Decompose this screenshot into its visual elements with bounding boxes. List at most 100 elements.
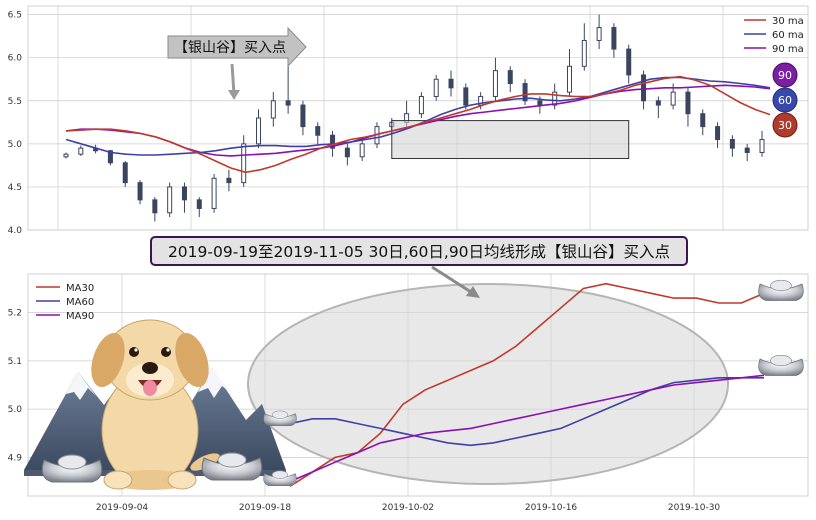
candle-body — [256, 117, 262, 145]
bottom-y-tick-labels: 4.9 5.0 5.1 5.2 — [8, 309, 23, 464]
bottom-x-tick-labels: 2019-09-04 2019-09-18 2019-10-02 2019-10-16… — [96, 503, 721, 513]
badge-30-label: 30 — [778, 119, 792, 132]
top-gridlines — [28, 6, 808, 231]
bottom-y-tick-label: 4.9 — [8, 453, 23, 463]
top-y-tick-label: 5.5 — [8, 97, 22, 107]
candle-body — [344, 147, 350, 158]
callout-pointer-head — [228, 90, 240, 100]
bottom-ma-lines — [289, 282, 765, 487]
badge-30 — [772, 112, 798, 138]
badge-60 — [772, 87, 798, 113]
bottom-x-tick-label: 2019-09-18 — [239, 503, 292, 513]
candle-body — [330, 134, 336, 149]
candle-body — [700, 113, 706, 128]
candle-body — [596, 27, 602, 41]
top-y-tick-label: 4.5 — [8, 183, 22, 193]
candle-body — [433, 78, 439, 97]
candle-body — [566, 65, 572, 93]
candle-body — [537, 100, 543, 106]
dog-illustration — [91, 319, 220, 490]
ingot-ma30-end — [758, 279, 804, 301]
ingot-ma60-start — [263, 410, 297, 426]
candle-body — [611, 27, 617, 50]
candle-body — [759, 139, 765, 153]
bottom-x-tick-label: 2019-10-02 — [382, 503, 434, 513]
candle-body — [418, 95, 424, 115]
candle-body — [152, 199, 158, 214]
highlight-ellipse — [247, 283, 729, 485]
candle-body — [552, 91, 558, 106]
bottom-ma60-line — [289, 377, 764, 447]
legend-label-ma60: MA60 — [66, 297, 94, 308]
candle-body — [641, 74, 647, 102]
candlestick-series — [63, 14, 765, 222]
bottom-y-tick-label: 5.0 — [8, 405, 23, 415]
badge-90 — [772, 62, 798, 88]
candle-body — [63, 153, 69, 158]
candle-body — [359, 143, 365, 158]
callout-label: 【银山谷】买入点 — [174, 40, 286, 56]
candle-body — [107, 150, 113, 164]
top-y-tick-label: 6.5 — [8, 11, 22, 21]
top-legend: 30 ma 60 ma 90 ma — [744, 16, 804, 55]
bottom-x-tick-label: 2019-10-30 — [668, 503, 721, 513]
ma30-line — [65, 75, 771, 174]
candle-body — [122, 162, 128, 184]
bottom-y-tick-label: 5.1 — [8, 357, 22, 367]
candle-body — [181, 186, 187, 201]
candle-body — [270, 100, 276, 119]
candle-body — [744, 147, 750, 153]
candle-body — [196, 199, 202, 209]
legend-label-ma90: MA90 — [66, 311, 94, 322]
candle-body — [285, 100, 291, 106]
callout-arrow-shape — [167, 26, 307, 68]
bottom-x-tick-label: 2019-09-04 — [96, 503, 149, 513]
callout-pointer — [230, 63, 236, 95]
top-y-tick-label: 4.0 — [8, 226, 23, 236]
ingot-bottom-mid — [201, 452, 263, 481]
ingot-ma-end — [758, 354, 804, 376]
top-y-tick-labels: 4.0 4.5 5.0 5.5 6.0 6.5 — [8, 11, 23, 236]
caption-box: 2019-09-19至2019-11-05 30日,60日,90日均线形成【银山… — [150, 236, 688, 266]
bottom-panel: 4.9 5.0 5.1 5.2 2019-09-04 2019-09-18 2019-10… — [8, 265, 809, 513]
legend-label-90: 90 ma — [772, 44, 804, 55]
bottom-ma30-line — [289, 282, 765, 487]
top-plot-frame — [27, 5, 809, 231]
candle-body — [226, 177, 232, 184]
candle-body — [137, 182, 143, 201]
bottom-y-tick-label: 5.2 — [8, 309, 22, 319]
candle-body — [685, 91, 691, 115]
candle-body — [670, 91, 676, 106]
caption-pointer — [431, 265, 480, 298]
silver-ingot-icon — [41, 279, 804, 486]
candle-body — [729, 139, 735, 149]
badge-90-label: 90 — [778, 69, 792, 82]
candle-body — [715, 126, 721, 141]
moving-average-lines — [65, 75, 771, 174]
zoom-box — [391, 120, 630, 159]
buy-point-callout: 【银山谷】买入点 — [167, 26, 307, 100]
candle-body — [315, 126, 321, 136]
legend-label-60: 60 ma — [772, 30, 804, 41]
candle-body — [167, 186, 173, 214]
candle-body — [448, 78, 454, 89]
badge-60-label: 60 — [778, 94, 792, 107]
candle-body — [626, 48, 632, 76]
end-badges: 90 60 30 — [772, 62, 798, 138]
candle-body — [507, 70, 513, 85]
bottom-x-tick-label: 2019-10-16 — [525, 503, 578, 513]
candle-body — [581, 39, 587, 67]
ingot-ma30-start — [263, 470, 297, 486]
candle-body — [78, 147, 84, 155]
bottom-ma90-line — [289, 374, 765, 483]
candle-body — [655, 100, 661, 106]
candle-body — [241, 143, 247, 184]
bottom-legend: MA30 MA60 MA90 — [36, 283, 94, 322]
caption-text: 2019-09-19至2019-11-05 30日,60日,90日均线形成【银山… — [168, 243, 670, 261]
candle-body — [300, 104, 306, 128]
top-y-tick-label: 5.0 — [8, 140, 23, 150]
candle-body — [463, 87, 469, 106]
top-panel: 4.0 4.5 5.0 5.5 6.0 6.5 【银山谷】买入点 30 ma 60 ma … — [8, 5, 809, 236]
candle-body — [492, 70, 498, 97]
